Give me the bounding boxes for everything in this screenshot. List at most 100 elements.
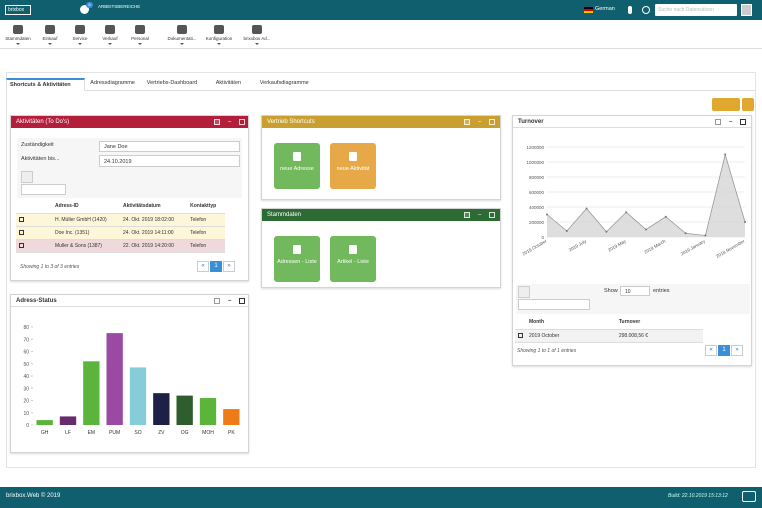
maximize[interactable] (489, 212, 495, 218)
point (625, 211, 628, 214)
page-button[interactable]: » (223, 261, 235, 272)
header-cell: Month (526, 316, 616, 330)
bar (36, 420, 53, 425)
header-cell (16, 200, 52, 214)
info-button[interactable] (742, 98, 754, 111)
point (704, 234, 707, 237)
row-checkbox[interactable] (19, 229, 24, 235)
table-header: Month Turnover (515, 316, 703, 330)
workspaces[interactable]: ARBEITSBEREICHE (98, 4, 141, 9)
caret (78, 43, 82, 47)
panel-icon[interactable] (715, 119, 721, 125)
toolbar-item[interactable]: Verkauf (91, 22, 129, 47)
shortcut-button[interactable]: Adressen - Liste (274, 236, 320, 282)
search-button[interactable] (21, 171, 33, 183)
y-tick-label: 1000000 (526, 160, 544, 165)
toolbar-item[interactable]: Konfiguration (200, 22, 238, 47)
panel-icon[interactable] (214, 119, 220, 125)
row-checkbox[interactable] (19, 216, 24, 222)
toolbar: Stammdaten Einkauf Service Verkauf Personal D… (0, 20, 762, 49)
page-button[interactable]: « (705, 345, 717, 356)
x-tick-label: 2019 January (680, 238, 707, 256)
activities-table: Adress-ID Aktivitätsdatum Kontakttyp H. Mül… (16, 200, 225, 253)
shortcut-button[interactable]: Artikel - Liste (330, 236, 376, 282)
point (645, 228, 647, 231)
header-cell: Aktivitätsdatum (120, 200, 188, 214)
table-header: Adress-ID Aktivitätsdatum Kontakttyp (16, 200, 225, 214)
toolbar-item[interactable]: Einkauf (31, 22, 69, 47)
footer: brixbox.Web © 2019 Build: 22.10.2019 15:… (0, 487, 762, 508)
panel-header: Stammdaten – (262, 209, 500, 221)
turnover-panel: Turnover – 0 200000 400000 600000 800000 1000… (512, 115, 752, 366)
panel-icon[interactable] (214, 298, 220, 304)
toolbar-label: Personal (131, 36, 149, 41)
toolbar-item[interactable]: Personal (121, 22, 159, 47)
minimize[interactable]: – (228, 298, 232, 304)
panel-icon[interactable] (464, 212, 470, 218)
toolbar-label: brixxbox Ad... (243, 36, 271, 41)
maximize[interactable] (239, 298, 245, 304)
table-row: H. Müller GmbH (1420) 24. Okt. 2019 18:02… (16, 213, 225, 227)
language[interactable]: German (595, 6, 615, 12)
line-chart: 0 200000 400000 600000 800000 1000000 1200000 2… (521, 145, 746, 259)
search-button[interactable] (518, 286, 530, 298)
toolbar-item[interactable]: brixxbox Ad... (238, 22, 276, 47)
toolbar-item[interactable]: Service (61, 22, 99, 47)
move-icon[interactable] (642, 6, 650, 14)
row-checkbox[interactable] (19, 242, 24, 248)
search-input[interactable] (518, 299, 590, 310)
minimize[interactable]: – (729, 119, 733, 125)
maximize[interactable] (740, 119, 746, 125)
toolbar-item[interactable]: Stammdaten (0, 22, 37, 47)
table-row: 2019 October 298.008,56 € (515, 329, 703, 343)
toolbar-icon (13, 25, 23, 34)
maximize[interactable] (239, 119, 245, 125)
user-icon[interactable] (80, 5, 89, 14)
toolbar-item[interactable]: Dokumentati... (163, 22, 201, 47)
table-row: Doe Inc. (1351) 24. Okt. 2019 14:11:00 Tel… (16, 226, 225, 240)
shortcut-button[interactable]: neue Adresse (274, 143, 320, 189)
table-cell: H. Müller GmbH (1420) (52, 213, 121, 227)
settings-button[interactable] (712, 98, 740, 111)
maximize[interactable] (489, 119, 495, 125)
mic-icon[interactable] (628, 6, 632, 14)
footer-button[interactable] (742, 491, 756, 502)
tab[interactable]: Verkaufsdiagramme (259, 80, 309, 86)
page-button[interactable]: 1 (718, 345, 730, 356)
tab[interactable]: Vertriebs-Dashboard (146, 80, 198, 86)
point (724, 153, 727, 156)
table-row: Muller & Sons (1387) 22. Okt. 2019 14:20:… (16, 239, 225, 253)
flag (584, 7, 593, 13)
x-tick-label: MOH (202, 430, 214, 436)
panel-title: Aktivitäten (To Do's) (16, 119, 70, 125)
logo[interactable]: brixbox (5, 5, 31, 15)
page-button[interactable]: 1 (210, 261, 222, 272)
minimize[interactable]: – (228, 119, 232, 125)
toolbar-icon (177, 25, 187, 34)
minimize[interactable]: – (478, 119, 482, 125)
y-tick-label: 20 (23, 399, 29, 405)
avatar[interactable] (741, 4, 752, 16)
page-button[interactable]: « (197, 261, 209, 272)
panel-header: Adress-Status – (11, 295, 248, 307)
minimize[interactable]: – (478, 212, 482, 218)
tab[interactable]: Shortcuts & Aktivitäten (6, 78, 86, 91)
area (547, 154, 745, 237)
responsible-select[interactable]: Jane Doe (99, 141, 240, 152)
tab[interactable]: Aktivitäten (215, 80, 242, 86)
page-size-select[interactable]: 10 (620, 286, 650, 296)
toolbar-icon (45, 25, 55, 34)
search-input[interactable]: Suche nach Datensätzen (655, 4, 737, 16)
bar-chart: 0 10 20 30 40 50 60 70 80 GH LF EM PUM SO ZV OG MOH PK (23, 325, 240, 436)
search-input[interactable] (21, 184, 66, 195)
date-input[interactable]: 24.10.2019 (99, 155, 240, 167)
x-tick-label: PK (228, 430, 235, 436)
shortcut-button[interactable]: neue Aktivität (330, 143, 376, 189)
panel-icon[interactable] (464, 119, 470, 125)
tab[interactable]: Adressdiagramme (90, 80, 135, 86)
row-checkbox[interactable] (518, 332, 523, 338)
page-button[interactable]: » (731, 345, 743, 356)
y-tick-label: 400000 (529, 205, 545, 210)
x-tick-label: 2019 May (607, 238, 627, 253)
bar (59, 416, 77, 425)
